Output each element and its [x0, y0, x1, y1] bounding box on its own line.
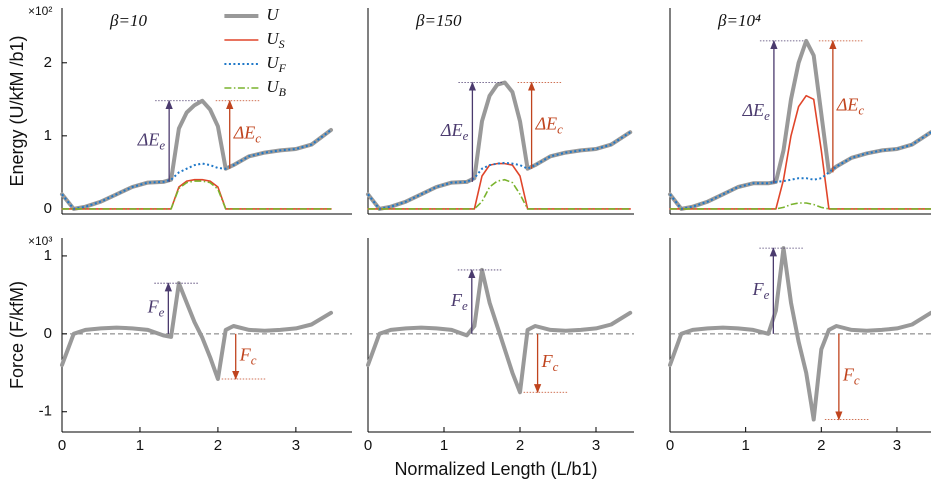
series-line	[368, 178, 631, 210]
legend-label: US	[266, 29, 284, 51]
y-tick-label: -1	[39, 403, 52, 420]
x-tick-label: 2	[214, 437, 222, 454]
annotation-text: F	[752, 279, 765, 299]
series-line	[60, 281, 333, 381]
series-line	[669, 131, 931, 210]
x-axis-label: Normalized Length (L/b1)	[394, 459, 597, 479]
legend-sub: B	[279, 85, 287, 99]
annotation-label: Fc	[541, 351, 559, 374]
annotation-text: F	[450, 290, 463, 310]
y-multiplier: ×10²	[28, 4, 52, 18]
series-line	[366, 267, 633, 395]
annotation-text: F	[239, 345, 252, 365]
annotation-text: ΔE	[535, 114, 558, 134]
series-line	[668, 38, 931, 211]
annotation-sub: c	[858, 103, 864, 118]
x-tick-label: 1	[136, 437, 144, 454]
series-line	[367, 131, 631, 210]
annotation-sub: c	[251, 352, 257, 367]
y-tick-label: 2	[44, 54, 52, 71]
annotation-sub: e	[463, 128, 469, 143]
annotation-text: ΔE	[137, 129, 160, 149]
annotation-label: ΔEc	[535, 114, 564, 137]
x-tick-label: 0	[364, 437, 372, 454]
legend-name: U	[266, 5, 280, 24]
series-line	[366, 80, 633, 211]
annotation-text: ΔE	[440, 120, 463, 140]
annotation-label: Fc	[842, 365, 860, 388]
legend-name: U	[266, 29, 280, 48]
y-tick-label: 0	[44, 325, 52, 342]
x-tick-label: 2	[817, 437, 825, 454]
annotation-text: F	[147, 297, 160, 317]
x-tick-label: 1	[741, 437, 749, 454]
panel-title: β=10	[109, 11, 147, 30]
annotation-label: ΔEe	[440, 120, 469, 143]
annotation-text: F	[541, 351, 554, 371]
annotation-sub: c	[854, 373, 860, 388]
annotation-sub: c	[255, 131, 261, 146]
annotation-label: ΔEe	[137, 129, 166, 152]
legend-name: U	[266, 77, 280, 96]
x-tick-label: 0	[58, 437, 66, 454]
annotation-sub: c	[553, 359, 559, 374]
panel-title: β=150	[415, 11, 462, 30]
panel-title: β=10⁴	[717, 11, 761, 30]
x-tick-label: 3	[893, 437, 901, 454]
y-tick-label: 1	[44, 127, 52, 144]
y-axis-label: Force (F/kfM)	[7, 281, 27, 389]
series-line	[670, 202, 931, 210]
annotation-text: ΔE	[233, 123, 256, 143]
series-line	[62, 180, 331, 210]
annotation-label: Fe	[450, 290, 468, 313]
legend-label: U	[266, 5, 280, 24]
x-tick-label: 2	[516, 437, 524, 454]
legend-name: U	[266, 53, 280, 72]
annotation-label: Fe	[147, 297, 165, 320]
x-tick-label: 1	[440, 437, 448, 454]
annotation-text: ΔE	[836, 95, 859, 115]
annotation-sub: e	[462, 298, 468, 313]
legend-sub: S	[279, 37, 285, 51]
series-line	[61, 129, 332, 210]
y-axis-label: Energy (U/kfM /b1)	[7, 35, 27, 186]
y-tick-label: 0	[44, 200, 52, 217]
series-line	[668, 246, 931, 422]
y-tick-label: 1	[44, 247, 52, 264]
series-line	[669, 94, 931, 210]
annotation-sub: c	[557, 122, 563, 137]
annotation-sub: e	[159, 137, 165, 152]
annotation-sub: e	[764, 287, 770, 302]
legend-sub: F	[278, 61, 287, 75]
annotation-text: ΔE	[742, 100, 765, 120]
annotation-label: Fe	[752, 279, 770, 302]
legend-label: UB	[266, 77, 286, 99]
annotation-label: ΔEc	[233, 123, 262, 146]
x-tick-label: 3	[592, 437, 600, 454]
annotation-label: ΔEe	[742, 100, 771, 123]
series-line	[60, 98, 333, 211]
x-tick-label: 0	[666, 437, 674, 454]
annotation-sub: e	[764, 108, 770, 123]
annotation-sub: e	[159, 304, 165, 319]
y-multiplier: ×10³	[28, 234, 52, 248]
x-tick-label: 3	[292, 437, 300, 454]
series-line	[61, 178, 332, 210]
annotation-label: ΔEc	[836, 95, 865, 118]
annotation-text: F	[842, 365, 855, 385]
legend-label: UF	[266, 53, 286, 75]
annotation-label: Fc	[239, 345, 257, 368]
